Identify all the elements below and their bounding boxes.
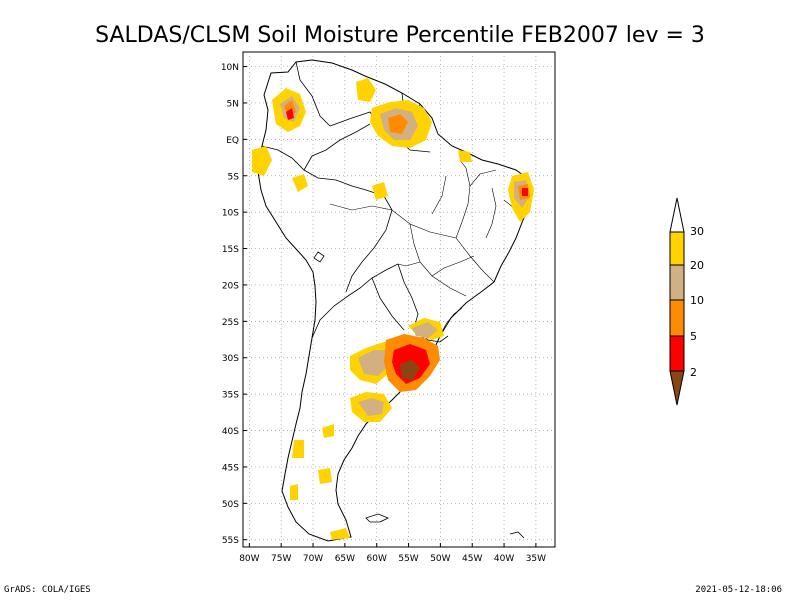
credit-text: GrADS: COLA/IGES: [4, 585, 91, 595]
colorbar-below-2: [669, 370, 685, 406]
lon-label: 65W: [335, 554, 355, 564]
lon-label: 70W: [303, 554, 323, 564]
state-borders: [329, 159, 523, 337]
lat-label: 40S: [222, 427, 239, 437]
lat-label: 5N: [227, 99, 239, 109]
lon-label: 40W: [494, 554, 514, 564]
lat-label: 55S: [222, 536, 239, 546]
lat-label: 25S: [222, 318, 239, 328]
gridlines: [243, 52, 555, 547]
lat-label: 35S: [222, 391, 239, 401]
lat-label: 10N: [221, 63, 239, 73]
lat-label: 50S: [222, 500, 239, 510]
south-america-coastline: [256, 59, 534, 542]
lat-label: 45S: [222, 463, 239, 473]
lat-label: 5S: [228, 172, 240, 182]
colorbar-2-5: [669, 335, 685, 372]
colorbar-above-30: [669, 197, 685, 233]
lon-label: 80W: [239, 554, 259, 564]
lat-label: 10S: [222, 209, 239, 219]
colorbar-5-10: [669, 299, 685, 337]
lon-label: 60W: [367, 554, 387, 564]
figure-title: SALDAS/CLSM Soil Moisture Percentile FEB…: [95, 23, 705, 48]
lon-label: 45W: [462, 554, 482, 564]
longitude-labels: 80W 75W 70W 65W 60W 55W 50W 45W 40W 35W: [239, 543, 546, 564]
lon-label: 75W: [271, 554, 291, 564]
lon-label: 35W: [526, 554, 546, 564]
lon-label: 50W: [430, 554, 450, 564]
colorbar-label-30: 30: [690, 225, 704, 238]
lat-label: 20S: [222, 281, 239, 291]
colorbar-label-5: 5: [690, 330, 697, 343]
lon-label: 55W: [398, 554, 418, 564]
latitude-labels: 10N 5N EQ 5S 10S 15S 20S 25S 30S 35S 40S 45S 50S 55S: [221, 63, 247, 546]
colorbar-label-20: 20: [690, 259, 704, 272]
timestamp-text: 2021-05-12-18:06: [695, 585, 782, 595]
colorbar-label-2: 2: [690, 366, 697, 379]
colorbar-label-10: 10: [690, 294, 704, 307]
lat-label: 30S: [222, 354, 239, 364]
lat-label: 15S: [222, 245, 239, 255]
colorbar-20-30: [669, 231, 685, 266]
colorbar: 30 20 10 5 2: [669, 197, 704, 406]
map-panel: 10N5NEQ5S10S15S20S25S30S35S40S45S50S55S …: [221, 51, 556, 564]
lat-label: EQ: [226, 136, 239, 146]
colorbar-10-20: [669, 264, 685, 301]
islands: [313, 251, 525, 539]
patch-below-2: [400, 360, 420, 380]
percentile-patches: [252, 78, 534, 540]
